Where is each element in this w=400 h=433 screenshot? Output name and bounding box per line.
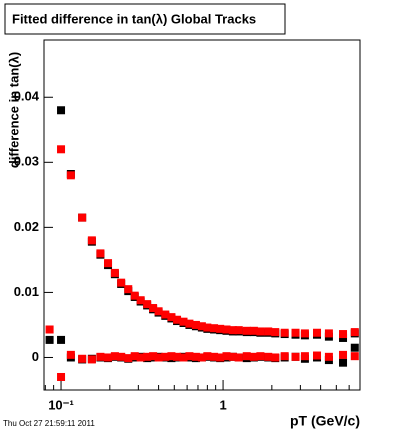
marker [339, 330, 348, 339]
marker [291, 352, 300, 361]
x-axis-label: pT (GeV/c) [290, 413, 360, 429]
marker [173, 352, 182, 361]
marker [256, 327, 265, 336]
marker [57, 372, 66, 381]
marker [96, 352, 105, 361]
marker [57, 335, 66, 344]
marker [242, 352, 251, 361]
marker [110, 352, 119, 361]
marker [117, 352, 126, 361]
y-tick-label: 0 [32, 349, 39, 364]
marker [149, 352, 158, 361]
marker [104, 353, 113, 362]
marker [313, 328, 322, 337]
marker [78, 354, 87, 363]
title-box [4, 3, 286, 35]
marker [143, 300, 152, 309]
marker [210, 324, 219, 333]
marker [249, 326, 258, 335]
marker [291, 328, 300, 337]
marker [234, 326, 243, 335]
y-tick-label: 0.04 [14, 89, 40, 104]
marker [78, 213, 87, 222]
marker [197, 322, 206, 331]
marker [136, 353, 145, 362]
marker [350, 328, 359, 337]
marker [149, 304, 158, 313]
marker [185, 319, 194, 328]
marker [185, 352, 194, 361]
plot-frame [43, 39, 361, 391]
marker [96, 249, 105, 258]
marker [264, 327, 273, 336]
marker [57, 106, 66, 115]
y-tick-label: 0.01 [14, 284, 39, 299]
marker [45, 325, 54, 334]
marker [143, 352, 152, 361]
marker [210, 352, 219, 361]
marker [161, 310, 170, 319]
marker [87, 236, 96, 245]
marker [66, 171, 75, 180]
marker [104, 259, 113, 268]
marker [350, 352, 359, 361]
marker [130, 352, 139, 361]
marker [173, 315, 182, 324]
marker [339, 350, 348, 359]
y-tick-label: 0.02 [14, 219, 39, 234]
marker [124, 285, 133, 294]
marker [300, 352, 309, 361]
marker [264, 352, 273, 361]
marker [117, 278, 126, 287]
marker [350, 343, 359, 352]
marker [222, 325, 231, 334]
marker [124, 354, 133, 363]
marker [242, 326, 251, 335]
marker [167, 313, 176, 322]
x-tick-label: 1 [219, 397, 226, 412]
marker [216, 324, 225, 333]
marker [197, 353, 206, 362]
marker [87, 355, 96, 364]
y-axis-label: difference in tan(λ) [6, 52, 21, 168]
chart-title: Fitted difference in tan(λ) Global Track… [12, 11, 256, 26]
marker [271, 328, 280, 337]
marker [271, 353, 280, 362]
marker [45, 335, 54, 344]
marker [234, 353, 243, 362]
marker [154, 353, 163, 362]
y-tick-label: 0.03 [14, 154, 39, 169]
marker [203, 352, 212, 361]
marker [228, 352, 237, 361]
marker [222, 352, 231, 361]
marker [179, 353, 188, 362]
marker [191, 320, 200, 329]
marker [66, 350, 75, 359]
marker [249, 352, 258, 361]
marker [216, 353, 225, 362]
marker [339, 358, 348, 367]
marker [57, 145, 66, 154]
marker [280, 352, 289, 361]
marker [203, 323, 212, 332]
marker [167, 352, 176, 361]
marker [280, 328, 289, 337]
x-tick-label: 10⁻¹ [48, 397, 74, 412]
timestamp: Thu Oct 27 21:59:11 2011 [3, 419, 95, 428]
marker [179, 317, 188, 326]
marker [154, 307, 163, 316]
marker [228, 326, 237, 335]
marker [324, 352, 333, 361]
marker [300, 329, 309, 338]
marker [191, 352, 200, 361]
marker [110, 268, 119, 277]
marker [161, 352, 170, 361]
marker [130, 291, 139, 300]
marker [324, 329, 333, 338]
marker [136, 296, 145, 305]
marker [313, 351, 322, 360]
marker [256, 352, 265, 361]
